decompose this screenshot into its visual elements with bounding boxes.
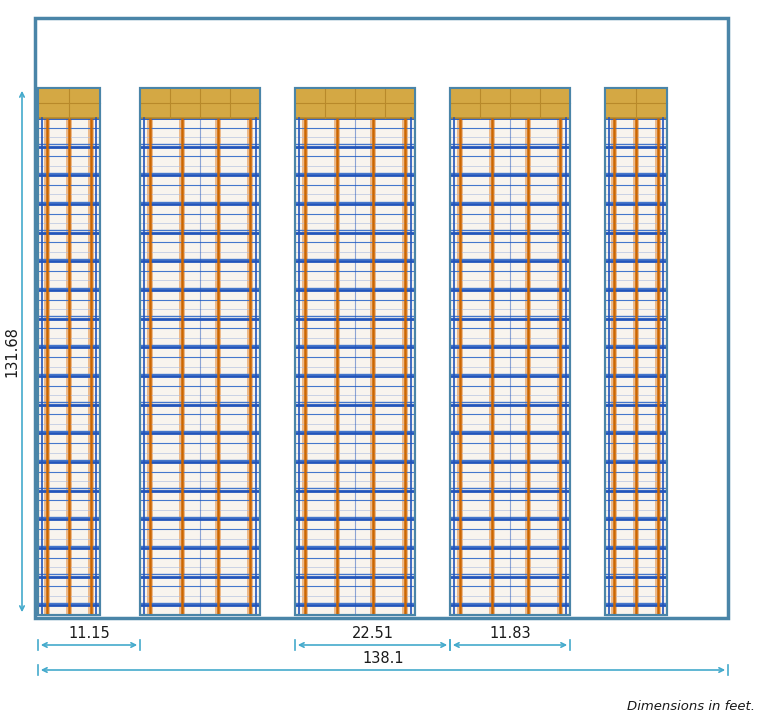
Bar: [605, 88, 667, 118]
Bar: [302, 118, 307, 615]
Bar: [605, 88, 667, 615]
Bar: [215, 118, 221, 615]
Bar: [457, 118, 463, 615]
Bar: [38, 88, 100, 615]
Bar: [45, 118, 50, 615]
Bar: [35, 18, 728, 618]
Text: 22.51: 22.51: [351, 626, 393, 641]
Text: 138.1: 138.1: [362, 651, 403, 666]
Bar: [450, 88, 570, 118]
Bar: [38, 88, 100, 615]
Bar: [146, 118, 152, 615]
Bar: [295, 88, 415, 615]
Bar: [450, 88, 570, 615]
Bar: [247, 118, 253, 615]
Text: Dimensions in feet.: Dimensions in feet.: [627, 700, 755, 713]
Bar: [525, 118, 531, 615]
Bar: [295, 88, 415, 118]
Bar: [140, 88, 260, 118]
Text: 11.83: 11.83: [489, 626, 531, 641]
Bar: [140, 88, 260, 615]
Text: 131.68: 131.68: [4, 326, 19, 377]
Bar: [370, 118, 376, 615]
Bar: [179, 118, 185, 615]
Bar: [489, 118, 495, 615]
Text: 11.15: 11.15: [68, 626, 110, 641]
Bar: [334, 118, 340, 615]
Bar: [66, 118, 72, 615]
Bar: [633, 118, 639, 615]
Bar: [605, 88, 667, 615]
Bar: [450, 88, 570, 615]
Bar: [88, 118, 94, 615]
Bar: [611, 118, 618, 615]
Bar: [557, 118, 564, 615]
Bar: [654, 118, 661, 615]
Bar: [38, 88, 100, 118]
Bar: [295, 88, 415, 615]
Bar: [140, 88, 260, 615]
Bar: [403, 118, 408, 615]
